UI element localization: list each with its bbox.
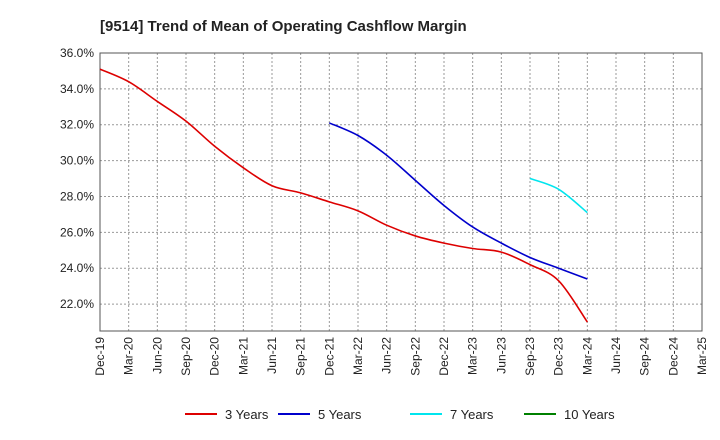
x-tick-label: Dec-23 [552, 337, 566, 376]
y-tick-label: 34.0% [60, 82, 94, 96]
legend-label-10-years: 10 Years [564, 407, 615, 422]
x-tick-label: Sep-21 [294, 337, 308, 376]
x-tick-label: Mar-22 [351, 337, 365, 375]
series-line-5-years [329, 122, 588, 280]
x-tick-label: Mar-20 [122, 337, 136, 375]
x-tick-label: Sep-20 [179, 337, 193, 376]
x-tick-label: Dec-19 [93, 337, 107, 376]
x-tick-label: Sep-24 [638, 337, 652, 376]
x-tick-label: Mar-23 [466, 337, 480, 375]
y-tick-label: 30.0% [60, 154, 94, 168]
grid [99, 52, 703, 331]
plot-frame [99, 52, 703, 332]
legend-label-7-years: 7 Years [450, 407, 494, 422]
x-tick-label: Dec-22 [437, 337, 451, 376]
x-tick-label: Dec-21 [322, 337, 336, 376]
x-tick-label: Mar-25 [695, 337, 709, 375]
x-tick-label: Jun-21 [265, 337, 279, 374]
x-tick-label: Jun-22 [380, 337, 394, 374]
x-tick-label: Jun-20 [150, 337, 164, 374]
legend-label-5-years: 5 Years [318, 407, 362, 422]
y-tick-label: 26.0% [60, 225, 94, 239]
y-tick-label: 32.0% [60, 118, 94, 132]
x-tick-label: Sep-22 [408, 337, 422, 376]
chart-title: [9514] Trend of Mean of Operating Cashfl… [100, 18, 467, 35]
x-tick-label: Jun-23 [494, 337, 508, 374]
axes: 22.0% 24.0% 26.0% 28.0% 30.0% 32.0% 34.0% 36.0%… [60, 46, 709, 376]
series-lines [99, 68, 588, 323]
x-tick-label: Mar-24 [580, 337, 594, 375]
x-tick-label: Sep-23 [523, 337, 537, 376]
y-tick-label: 22.0% [60, 297, 94, 311]
y-tick-label: 28.0% [60, 189, 94, 203]
series-line-3-years [99, 68, 588, 323]
x-tick-label: Dec-24 [666, 337, 680, 376]
series-line-7-years [529, 177, 588, 214]
x-tick-label: Mar-21 [236, 337, 250, 375]
x-tick-label: Dec-20 [208, 337, 222, 376]
legend-label-3-years: 3 Years [225, 407, 269, 422]
y-tick-label: 36.0% [60, 46, 94, 60]
y-tick-label: 24.0% [60, 261, 94, 275]
legend: 3 Years 5 Years 7 Years 10 Years [185, 407, 615, 422]
x-tick-label: Jun-24 [609, 337, 623, 374]
